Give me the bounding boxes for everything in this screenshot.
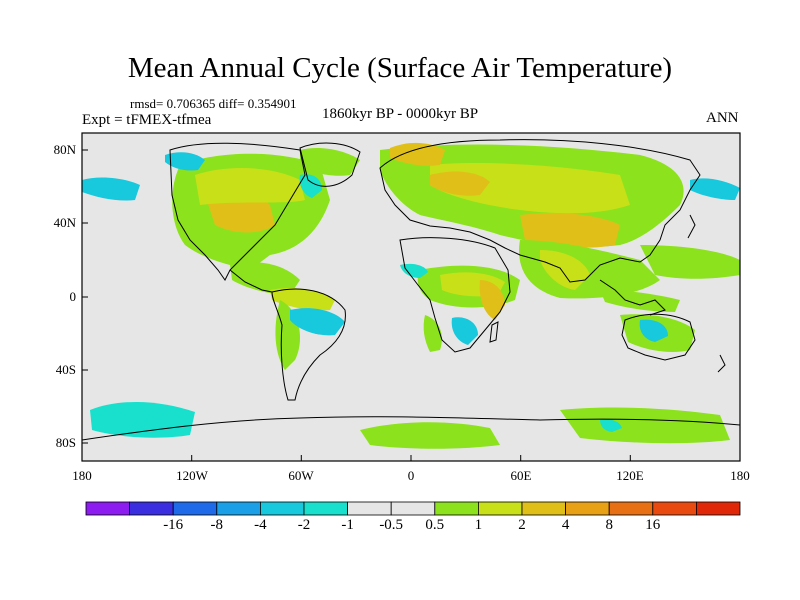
coast-africa [399, 237, 511, 353]
period-label: 1860kyr BP - 0000kyr BP [322, 106, 479, 122]
colorbar-label: -0.5 [379, 517, 404, 533]
colorbar-box [608, 501, 654, 516]
coast-australia [621, 313, 696, 361]
cool-region-southern-africa [451, 317, 478, 345]
cool-region-sahara [400, 263, 428, 278]
colorbar-box [347, 501, 392, 516]
coast-madagascar [489, 321, 499, 343]
warm-region-india [540, 250, 590, 290]
experiment-label: Expt = tFMEX-tfmea [82, 112, 212, 128]
colorbar-label: -1 [341, 517, 354, 533]
cool-region-greenland [299, 174, 322, 198]
coast-eurasia [379, 139, 701, 283]
colorbar-label: 16 [645, 517, 661, 533]
colorbar-label: -16 [163, 517, 184, 533]
coastlines [82, 139, 740, 441]
x-tick-label: 120E [616, 468, 644, 483]
colorbar-box [434, 501, 479, 516]
coast-central-america [229, 269, 273, 293]
colorbar-box [85, 501, 130, 516]
y-tick-label: 40S [55, 362, 76, 377]
coast-north-america [169, 142, 306, 281]
season-label: ANN [706, 110, 739, 126]
coast-south-america [271, 288, 346, 401]
rmsd-diff-stats: rmsd= 0.706365 diff= 0.354901 [130, 96, 297, 111]
colorbar-label: 1 [474, 517, 483, 533]
y-tick-label: 0 [69, 289, 77, 304]
x-tick-label: 60E [510, 468, 532, 483]
coast-new-zealand [717, 354, 726, 373]
coast-japan [687, 214, 696, 239]
warm-region-central-asia [520, 213, 620, 248]
colorbar-label: -4 [254, 517, 267, 533]
warm-region-eurasia-mid [430, 163, 630, 214]
cool-region-antarctic-west [90, 401, 195, 438]
colorbar-box [390, 501, 436, 516]
axis-ticks [81, 149, 741, 461]
colorbar-label: 0.5 [425, 517, 445, 533]
y-tick-label: 80N [53, 142, 76, 157]
colorbar-box [303, 501, 348, 516]
y-tick-label: 40N [53, 215, 76, 230]
plot-title: Mean Annual Cycle (Surface Air Temperatu… [127, 52, 673, 84]
colorbar-box [259, 501, 305, 516]
warm-region-scandinavia [390, 142, 445, 166]
anomaly-fields [82, 142, 740, 449]
colorbar-box [129, 501, 174, 516]
warm-region-atlantic-north [300, 148, 360, 176]
y-tick-label: 80S [55, 435, 76, 450]
warm-region-east-africa [479, 280, 505, 320]
colorbar-label: -8 [210, 517, 224, 533]
colorbar-label: 8 [605, 517, 613, 533]
colorbar-label: -2 [297, 517, 311, 533]
colorbar-box [565, 501, 610, 516]
cool-region-alaska-west [82, 177, 140, 201]
cool-region-barents [690, 178, 740, 200]
cool-region-australia [639, 319, 668, 342]
x-tick-label: 0 [407, 468, 415, 483]
x-tick-label: 60W [288, 468, 314, 483]
warm-region-antarctic-east [560, 407, 730, 444]
colorbar [85, 501, 741, 516]
warm-region-antarctic [360, 422, 500, 449]
colorbar-box [216, 501, 261, 516]
colorbar-box [696, 501, 741, 516]
colorbar-label: 4 [561, 517, 570, 533]
x-tick-label: 120W [176, 468, 208, 483]
cool-region-amazon [290, 308, 345, 336]
cool-region-arctic-canada [165, 152, 205, 171]
x-tick-label: 180 [730, 468, 750, 483]
colorbar-box [477, 501, 523, 516]
colorbar-label: 2 [518, 517, 526, 533]
colorbar-box [172, 501, 218, 516]
x-tick-label: 180 [72, 468, 92, 483]
warm-region-central-america [230, 262, 300, 295]
coast-antarctica [82, 416, 740, 441]
colorbar-box [652, 501, 697, 516]
warm-region-siberia [430, 171, 490, 196]
cool-region-antarctic-small [600, 419, 622, 432]
colorbar-box [521, 501, 566, 516]
coast-southeast-asia [599, 279, 666, 316]
coast-greenland [299, 142, 361, 187]
warm-region-pacific-west [640, 245, 740, 279]
warm-region-na-mid [195, 168, 305, 205]
